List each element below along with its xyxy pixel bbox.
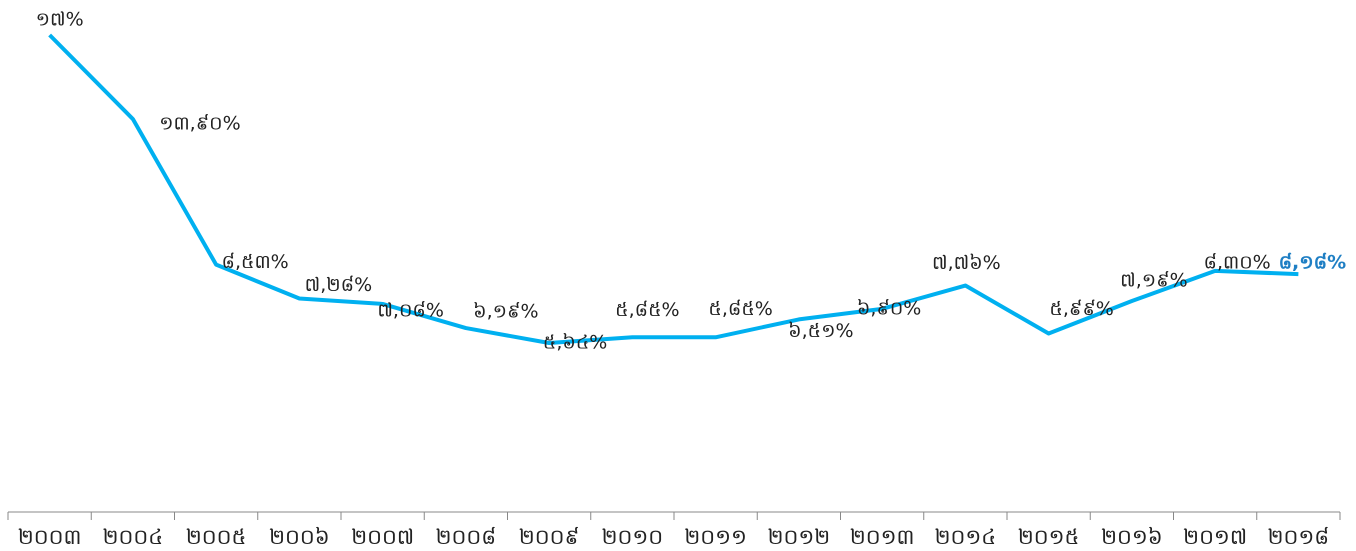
x-tick-label: ២០០៣ <box>18 525 82 549</box>
data-label: ៧,១៩% <box>1120 269 1188 291</box>
data-label: ៨,៣០% <box>1204 251 1271 273</box>
x-tick-label: ២០០៥ <box>186 525 247 549</box>
data-label: ៦,៥១% <box>788 320 853 342</box>
x-tick-label: ២០០៦ <box>269 525 330 549</box>
x-tick-label: ២០១០ <box>602 525 664 549</box>
data-label: ៦,៩០% <box>857 297 921 319</box>
x-tick-label: ២០១១ <box>684 525 747 549</box>
line <box>48 33 1299 345</box>
data-label: ៧,២៨% <box>305 274 373 296</box>
x-tick-label: ២០១៤ <box>935 525 997 549</box>
x-tick-label: ២០១៥ <box>1018 525 1080 549</box>
x-tick-label: ២០១២ <box>768 525 831 549</box>
data-label: ៧,០៨% <box>377 299 444 321</box>
data-label: ៧,៧៦% <box>932 252 1001 274</box>
x-tick-label: ២០០៩ <box>519 525 580 549</box>
x-tick-label: ២០១៨ <box>1268 525 1330 549</box>
data-label: ៨,៥៣% <box>222 251 289 273</box>
x-tick-label: ២០០៧ <box>351 525 414 549</box>
x-tick-label: ២០១៣ <box>850 525 915 549</box>
data-label: ៥,៨៥% <box>708 298 772 320</box>
x-tick-label: ២០០៨ <box>436 525 497 549</box>
data-label: ៨,១៨% <box>1279 252 1347 274</box>
data-label: ១៣,៩០% <box>159 113 241 135</box>
data-label: ៥,៦៤% <box>543 332 607 354</box>
data-label: ៦,១៩% <box>473 301 538 323</box>
data-label: ៥,៩៩% <box>1049 298 1113 320</box>
x-tick-label: ២០១៧ <box>1183 525 1247 549</box>
data-label: ៥,៨៥% <box>615 299 679 321</box>
data-label: ១៧% <box>36 9 84 31</box>
x-tick-label: ២០០៤ <box>103 525 164 549</box>
x-tick-label: ២០១៦ <box>1101 525 1163 549</box>
